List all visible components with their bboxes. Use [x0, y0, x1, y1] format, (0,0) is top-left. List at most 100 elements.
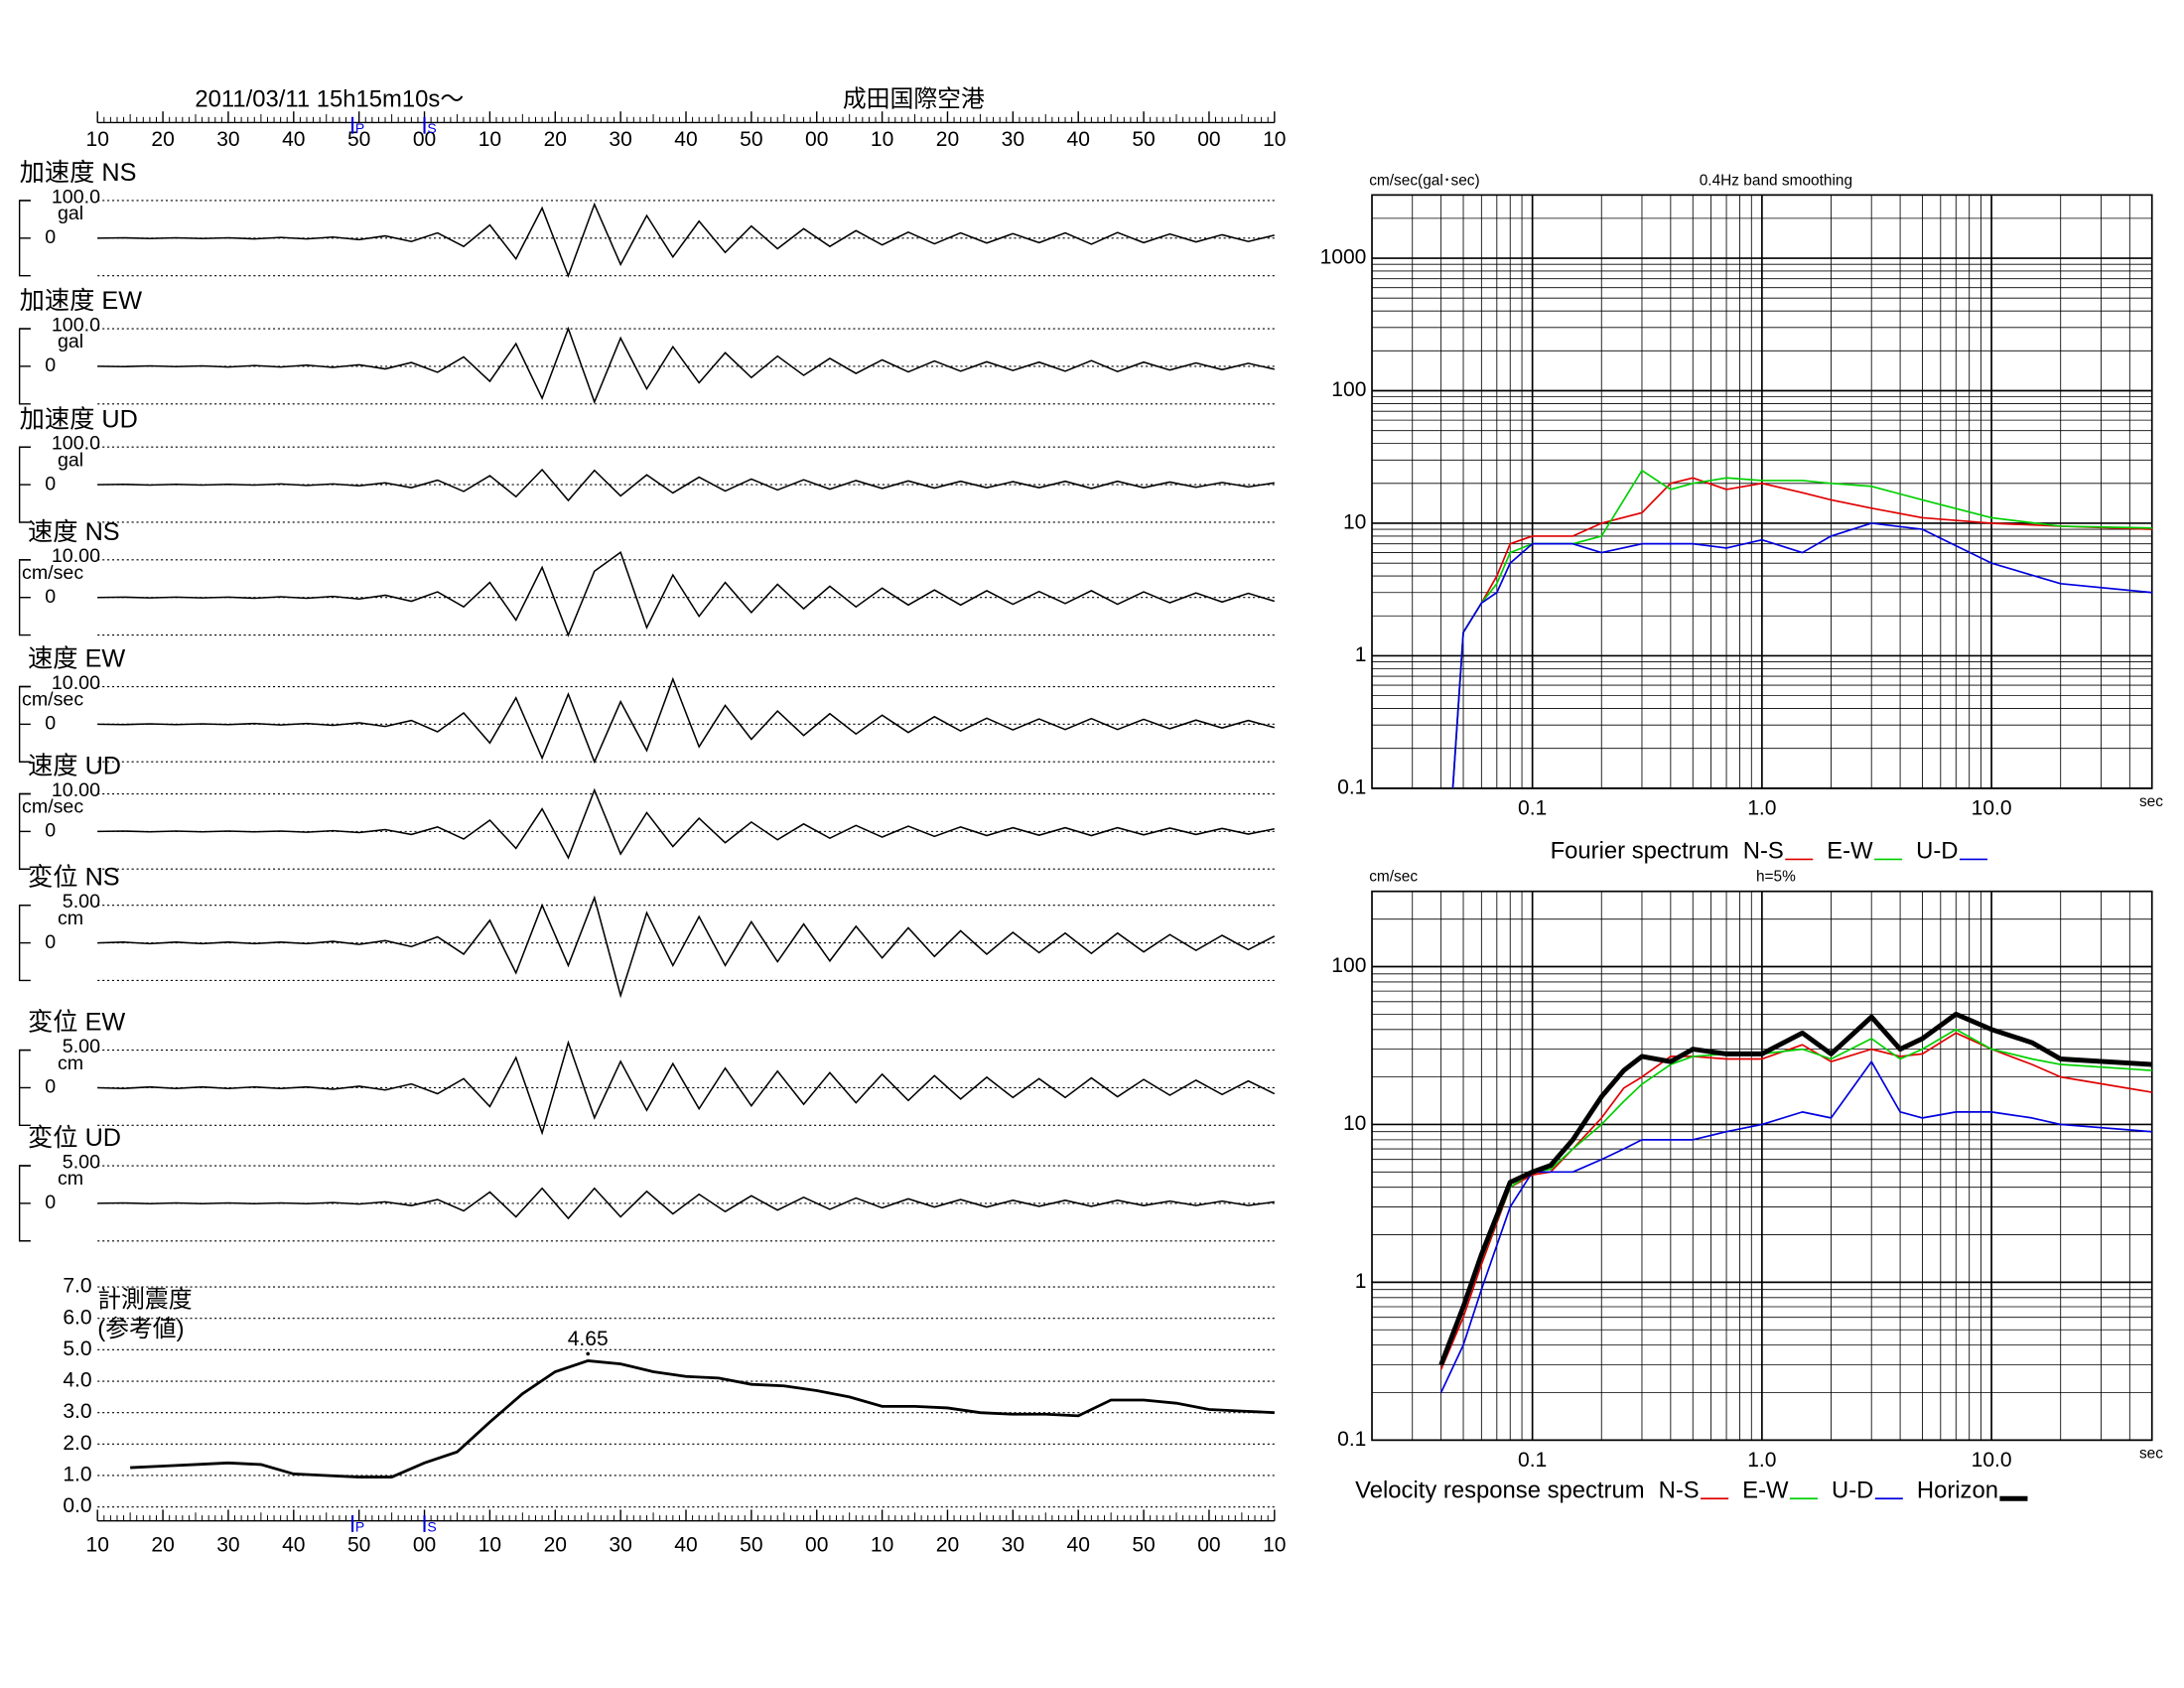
y-tick-label: 6.0: [63, 1306, 91, 1329]
spectrum-line: [1439, 1060, 2152, 1393]
y-unit-label: cm/sec(gal･sec): [1369, 172, 1479, 189]
waveform-trace: [97, 551, 1276, 637]
trace-name: 速度 EW: [28, 645, 125, 673]
x-tick-label: 00: [1197, 1533, 1220, 1556]
waveform-trace: [97, 202, 1275, 278]
x-tick-label: 0.1: [1518, 1449, 1547, 1472]
y-tick-label: 10: [1343, 1112, 1366, 1135]
x-tick-label: 20: [544, 1533, 567, 1556]
y-tick-label: 1.0: [63, 1464, 91, 1486]
x-tick-label: 1.0: [1747, 1449, 1776, 1472]
legend-label: U-D: [1916, 838, 1958, 865]
trace-name: 変位 EW: [28, 1009, 125, 1037]
figure-title: 2011/03/11 15h15m10s～: [195, 85, 464, 112]
legend-label: N-S: [1659, 1477, 1700, 1504]
y-tick-label: 0.1: [1337, 1428, 1366, 1451]
y-tick-label: 0: [45, 354, 56, 376]
peak-annotation: 4.65: [568, 1328, 609, 1350]
legend-label: E-W: [1742, 1477, 1789, 1504]
y-tick-label: 4.0: [63, 1369, 91, 1392]
x-tick-label: 10: [478, 1533, 501, 1556]
y-tick-label: 100.0: [52, 433, 100, 455]
y-tick-label: 0: [45, 1076, 56, 1098]
waveform-trace: [97, 1040, 1276, 1136]
intensity-label: (参考値): [97, 1316, 184, 1342]
x-tick-label: 00: [805, 128, 828, 151]
legend-title: Fourier spectrum: [1551, 838, 1729, 865]
y-tick-label: 0: [45, 1192, 56, 1213]
trace-unit: cm/sec: [22, 562, 83, 584]
x-tick-label: 40: [282, 1533, 305, 1556]
phase-label: S: [427, 1518, 436, 1534]
x-tick-label: 10: [1263, 128, 1286, 151]
x-tick-label: 50: [1132, 128, 1155, 151]
x-tick-label: 30: [1002, 128, 1024, 151]
x-tick-label: 40: [282, 128, 305, 151]
x-tick-label: 50: [1132, 1533, 1155, 1556]
x-tick-label: 1.0: [1747, 796, 1776, 819]
y-tick-label: 100: [1331, 954, 1366, 977]
y-tick-label: 1: [1355, 643, 1367, 666]
intensity-label: 計測震度: [97, 1286, 192, 1313]
spectrum-line: [1451, 470, 2152, 788]
legend-label: U-D: [1832, 1477, 1873, 1504]
waveform-trace: [97, 326, 1275, 405]
x-tick-label: 40: [1066, 1533, 1089, 1556]
intensity-line: [130, 1359, 1275, 1478]
y-tick-label: 5.00: [63, 1151, 100, 1173]
legend-title: Velocity response spectrum: [1355, 1477, 1644, 1504]
y-tick-label: 0: [45, 586, 56, 608]
x-tick-label: 30: [609, 128, 631, 151]
y-tick-label: 100: [1331, 378, 1366, 401]
trace-unit: cm: [58, 1168, 83, 1190]
spectrum-line: [1438, 1011, 2152, 1366]
y-unit-label: cm/sec: [1369, 869, 1418, 886]
x-unit-label: sec: [2139, 1445, 2163, 1462]
x-tick-label: 10: [86, 1533, 109, 1556]
y-tick-label: 5.00: [63, 891, 100, 913]
x-tick-label: 20: [151, 128, 174, 151]
x-tick-label: 20: [544, 128, 567, 151]
x-tick-label: 00: [413, 128, 436, 151]
trace-unit: cm: [58, 908, 83, 929]
x-tick-label: 20: [936, 128, 959, 151]
y-tick-label: 100.0: [52, 186, 100, 208]
x-tick-label: 00: [805, 1533, 828, 1556]
x-tick-label: 10: [86, 128, 109, 151]
trace-name: 速度 UD: [28, 753, 121, 780]
waveform-trace: [97, 895, 1276, 999]
x-tick-label: 00: [413, 1533, 436, 1556]
trace-unit: gal: [58, 449, 83, 471]
y-tick-label: 0.1: [1337, 775, 1366, 798]
y-tick-label: 5.00: [63, 1036, 100, 1057]
y-tick-label: 0: [45, 820, 56, 842]
x-tick-label: 20: [151, 1533, 174, 1556]
plot-subtitle: 0.4Hz band smoothing: [1700, 172, 1852, 189]
trace-unit: cm: [58, 1053, 83, 1074]
trace-name: 変位 UD: [28, 1124, 121, 1152]
x-tick-label: 40: [674, 1533, 697, 1556]
waveform-trace: [97, 468, 1275, 502]
y-tick-label: 3.0: [63, 1400, 91, 1423]
y-tick-label: 7.0: [63, 1275, 91, 1298]
peak-dot: [586, 1351, 591, 1356]
y-tick-label: 5.0: [63, 1337, 91, 1360]
y-tick-label: 0: [45, 713, 56, 735]
waveform-trace: [97, 676, 1276, 765]
trace-name: 加速度 NS: [20, 159, 137, 187]
x-tick-label: 30: [216, 128, 239, 151]
x-tick-label: 40: [674, 128, 697, 151]
y-tick-label: 1: [1355, 1270, 1367, 1293]
x-tick-label: 00: [1197, 128, 1220, 151]
x-tick-label: 10.0: [1972, 796, 2012, 819]
x-tick-label: 50: [347, 128, 370, 151]
x-unit-label: sec: [2139, 793, 2163, 810]
x-tick-label: 10: [871, 128, 893, 151]
y-tick-label: 0: [45, 931, 56, 953]
trace-unit: gal: [58, 203, 83, 224]
trace-unit: cm/sec: [22, 689, 83, 711]
spectrum-line: [1451, 522, 2152, 788]
